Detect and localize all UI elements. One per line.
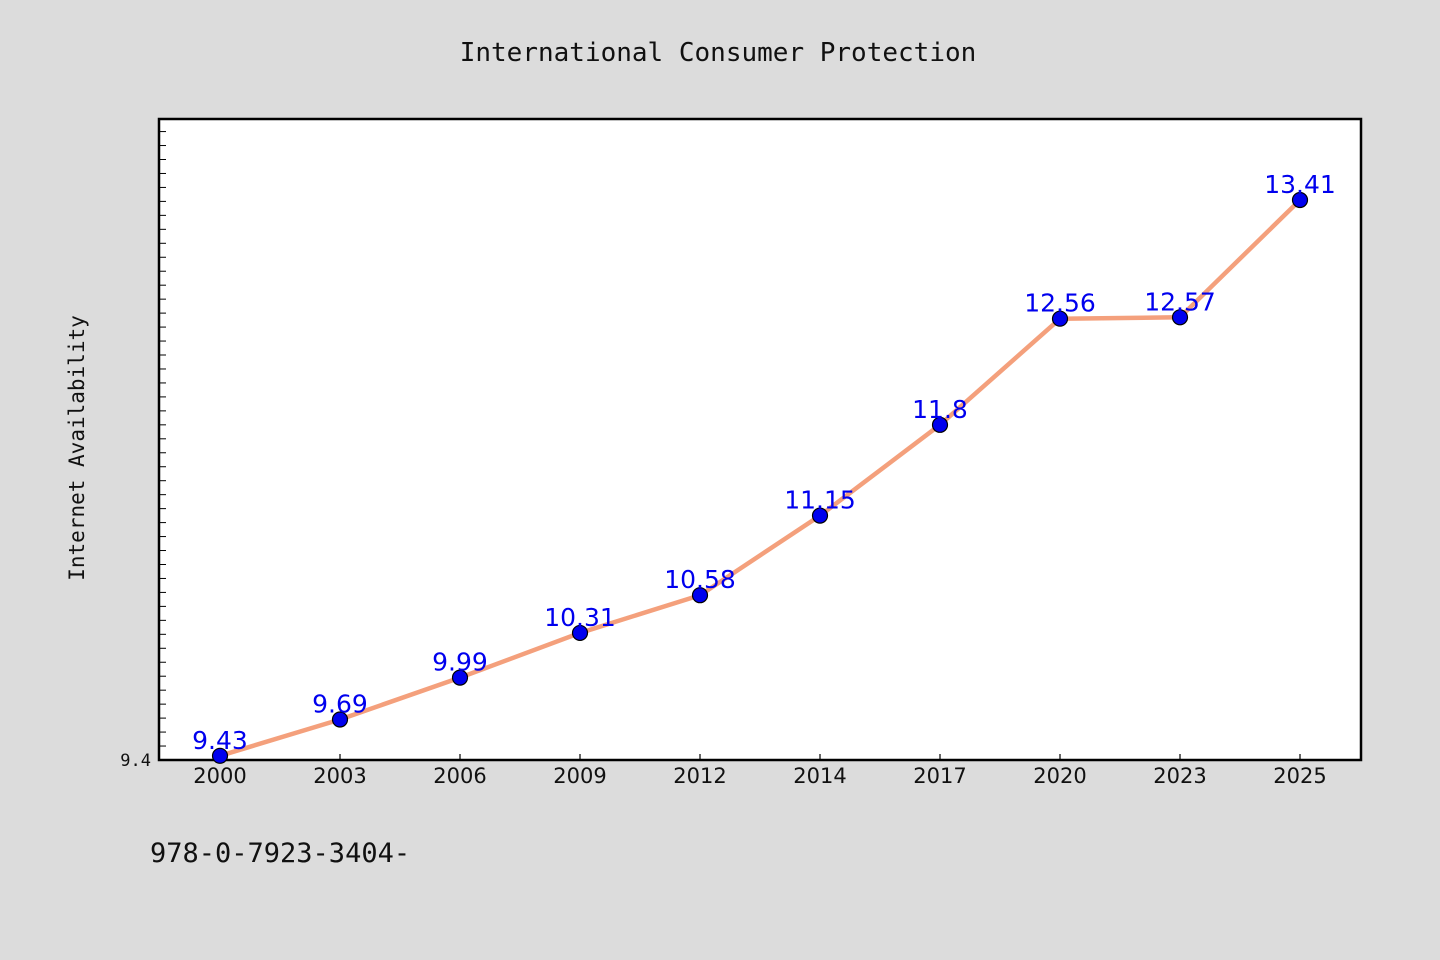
footer-code: 978-0-7923-3404- [150,838,410,869]
data-label: 9.43 [192,726,248,755]
x-tick-label: 2014 [793,764,846,788]
data-point [691,587,709,604]
data-point [811,507,829,524]
data-markers [211,191,1309,764]
data-point [571,624,589,642]
x-tick-label: 2000 [193,764,246,788]
data-point [1051,310,1069,327]
data-label: 11.8 [912,395,968,424]
data-label: 12.56 [1024,289,1096,318]
data-label: 9.69 [312,690,368,719]
chart-title: International Consumer Protection [460,38,977,68]
data-label: 10.58 [664,565,736,594]
x-tick-label: 2020 [1033,764,1086,788]
data-point [1171,309,1189,326]
data-labels: 9.43 9.69 9.99 10.31 10.58 11.15 11.8 12.56 12.5… [192,170,1336,755]
data-point [451,669,469,686]
y-tick-label: 9.4 [120,751,151,771]
series-line [217,197,1303,759]
x-tick-label: 2012 [673,764,726,788]
y-axis-minor-ticks [159,131,166,747]
x-tick-label: 2017 [913,764,966,788]
plot-area [157,117,1363,762]
data-point [331,711,349,728]
x-axis-tick-labels: 2000 2003 2006 2009 2012 2014 2017 2020 2023 2025 [193,764,1326,788]
x-tick-label: 2006 [433,764,486,788]
data-label: 10.31 [544,603,616,632]
x-tick-label: 2003 [313,764,366,788]
data-label: 9.99 [432,648,488,677]
x-tick-label: 2023 [1153,764,1206,788]
data-point [931,416,949,433]
y-axis-tick-labels: 9.4 [120,751,151,771]
data-point [1291,191,1309,209]
x-tick-label: 2025 [1273,764,1326,788]
data-label: 12.57 [1144,287,1216,316]
data-label: 11.15 [784,486,856,515]
data-label: 13.41 [1264,170,1336,199]
data-point [211,747,229,764]
y-axis-label: Internet Availability [65,315,89,581]
x-tick-label: 2009 [553,764,606,788]
